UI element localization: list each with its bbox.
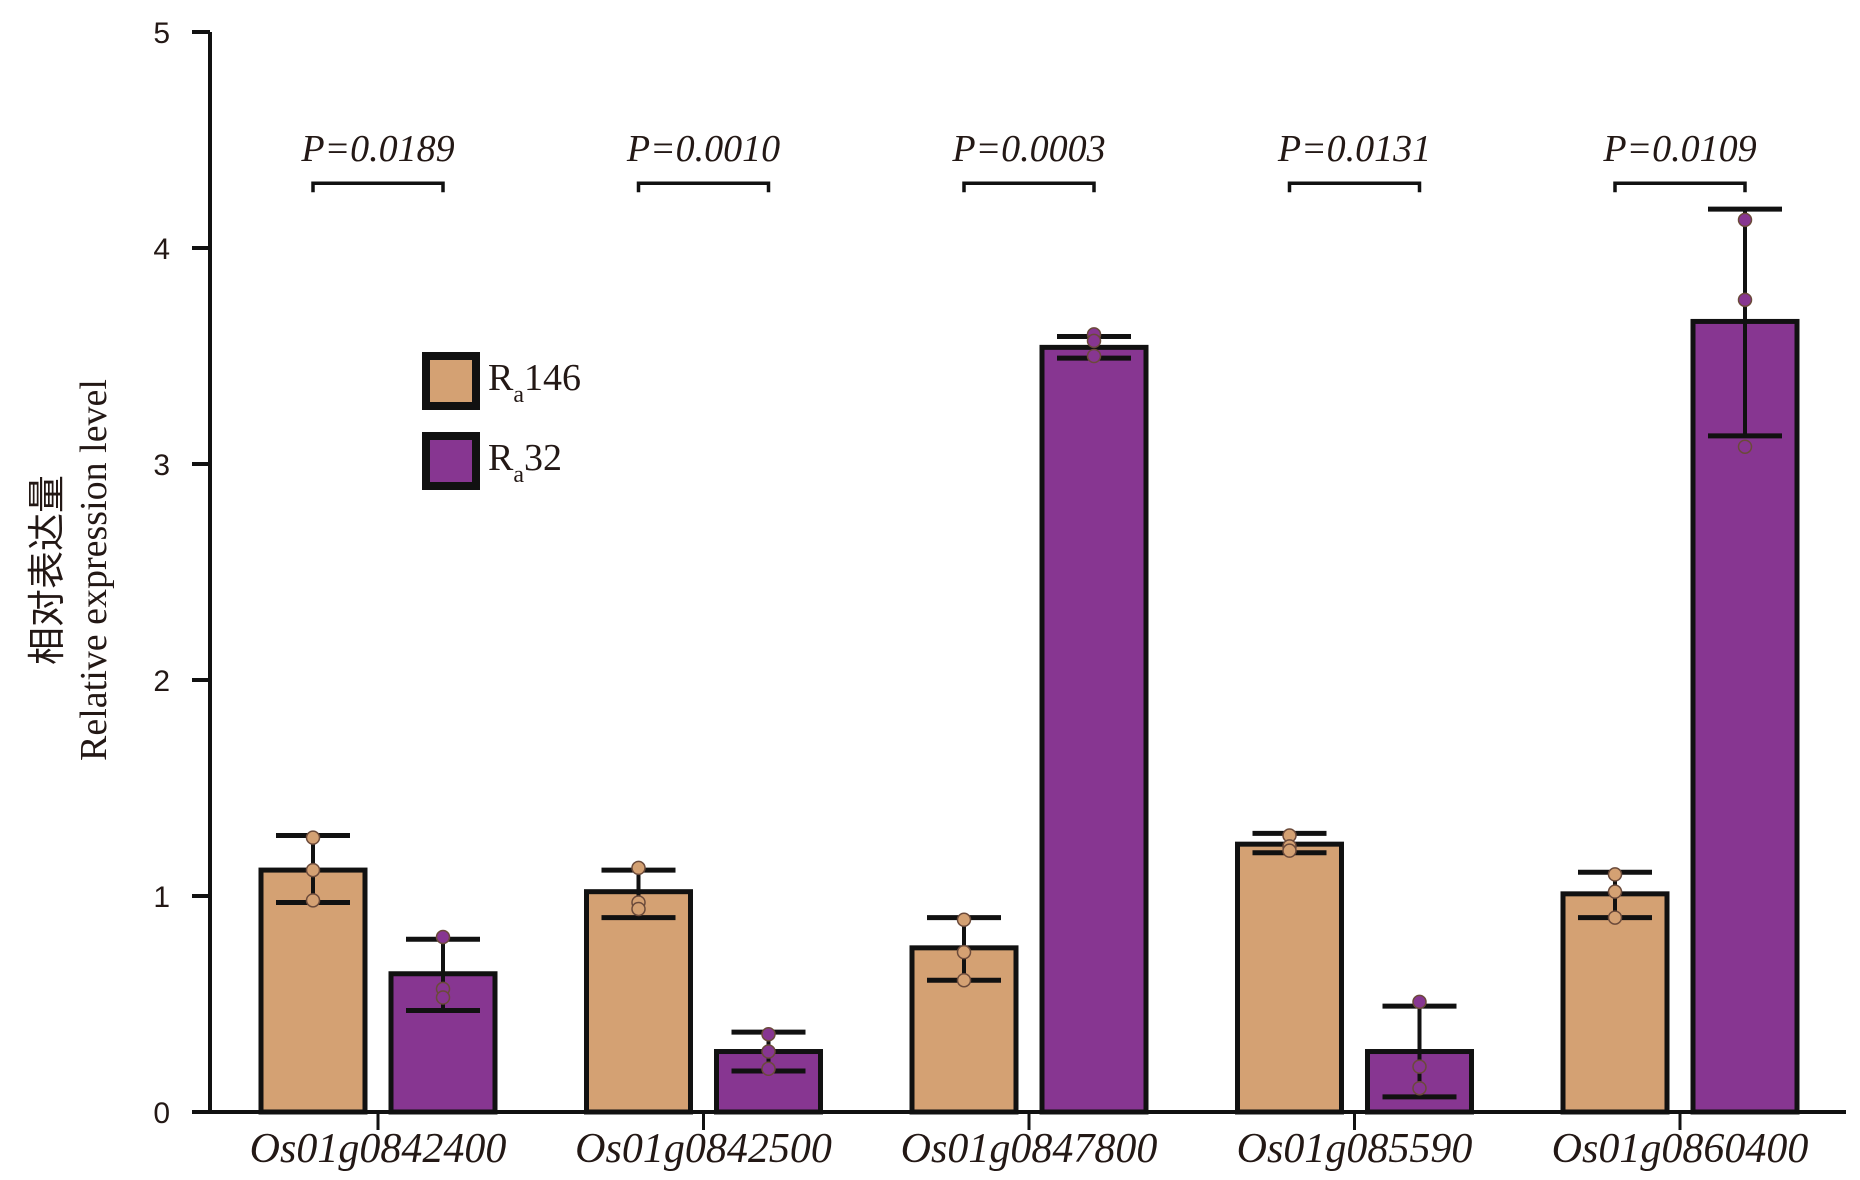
data-point xyxy=(305,893,321,908)
y-axis-label: Relative expression level xyxy=(73,379,115,761)
y-tick-label: 2 xyxy=(153,665,170,698)
data-point xyxy=(305,830,321,845)
legend-label-main: R xyxy=(488,437,514,479)
data-point xyxy=(1086,333,1102,349)
data-point xyxy=(1412,994,1427,1010)
data-point xyxy=(305,862,321,878)
legend-label-tail: 32 xyxy=(524,437,562,479)
data-point xyxy=(761,1061,776,1077)
p-value-label: P=0.0010 xyxy=(626,128,780,170)
data-point xyxy=(435,929,451,945)
p-value-label: P=0.0003 xyxy=(951,128,1105,170)
data-point xyxy=(631,860,646,876)
significance-annotations: P=0.0189 P=0.0010 P=0.0003 P=0.0131 P=0.0109 xyxy=(300,128,1757,193)
legend-label-main: R xyxy=(488,357,514,399)
legend-label-tail: 146 xyxy=(524,357,581,399)
legend-label-subscript: a xyxy=(513,462,524,488)
y-tick-label: 1 xyxy=(153,881,170,914)
p-value-label: P=0.0109 xyxy=(1602,128,1756,170)
data-point xyxy=(1282,843,1297,858)
data-point xyxy=(1737,212,1753,228)
bar xyxy=(1039,344,1149,1115)
data-point xyxy=(631,901,646,917)
significance-bracket xyxy=(636,181,771,193)
data-point xyxy=(1086,348,1102,364)
significance-bracket xyxy=(1287,181,1422,193)
data-point xyxy=(1607,867,1623,882)
y-tick-label: 3 xyxy=(153,449,170,482)
x-tick-label: Os01g0860400 xyxy=(1552,1126,1809,1172)
data-point xyxy=(435,990,451,1005)
bar xyxy=(1235,841,1344,1115)
data-point xyxy=(1607,910,1623,925)
significance-bracket xyxy=(1613,181,1747,193)
y-axis-label-chinese: 相对表达量 xyxy=(27,475,69,665)
data-point xyxy=(956,944,972,960)
bar xyxy=(1560,891,1670,1115)
y-tick-label: 5 xyxy=(153,17,170,50)
x-tick-label: Os01g0842500 xyxy=(575,1126,832,1172)
p-value-label: P=0.0131 xyxy=(1277,128,1431,170)
data-point xyxy=(1737,439,1753,454)
data-point xyxy=(1412,1080,1427,1096)
data-point xyxy=(761,1026,776,1042)
data-point xyxy=(956,972,972,988)
legend-label: Ra32 xyxy=(488,437,562,488)
y-tick-label: 4 xyxy=(153,233,170,266)
data-point xyxy=(1607,884,1623,899)
data-point xyxy=(956,912,972,928)
data-point xyxy=(1737,292,1753,308)
p-value-label: P=0.0189 xyxy=(300,128,454,170)
bar xyxy=(584,889,693,1115)
bar xyxy=(258,867,368,1115)
data-point xyxy=(761,1044,776,1059)
x-tick-label: Os01g0842400 xyxy=(250,1126,507,1172)
x-tick-label: Os01g085590 xyxy=(1237,1126,1473,1172)
legend-swatch xyxy=(422,352,480,410)
x-tick-label: Os01g0847800 xyxy=(901,1126,1158,1172)
y-tick-label: 0 xyxy=(153,1097,170,1130)
legend-label-subscript: a xyxy=(513,382,524,408)
legend-swatch xyxy=(422,432,480,490)
significance-bracket xyxy=(311,181,445,193)
data-point xyxy=(1412,1059,1427,1074)
legend-label: Ra146 xyxy=(488,357,581,408)
bars xyxy=(258,206,1800,1115)
significance-bracket xyxy=(962,181,1096,193)
